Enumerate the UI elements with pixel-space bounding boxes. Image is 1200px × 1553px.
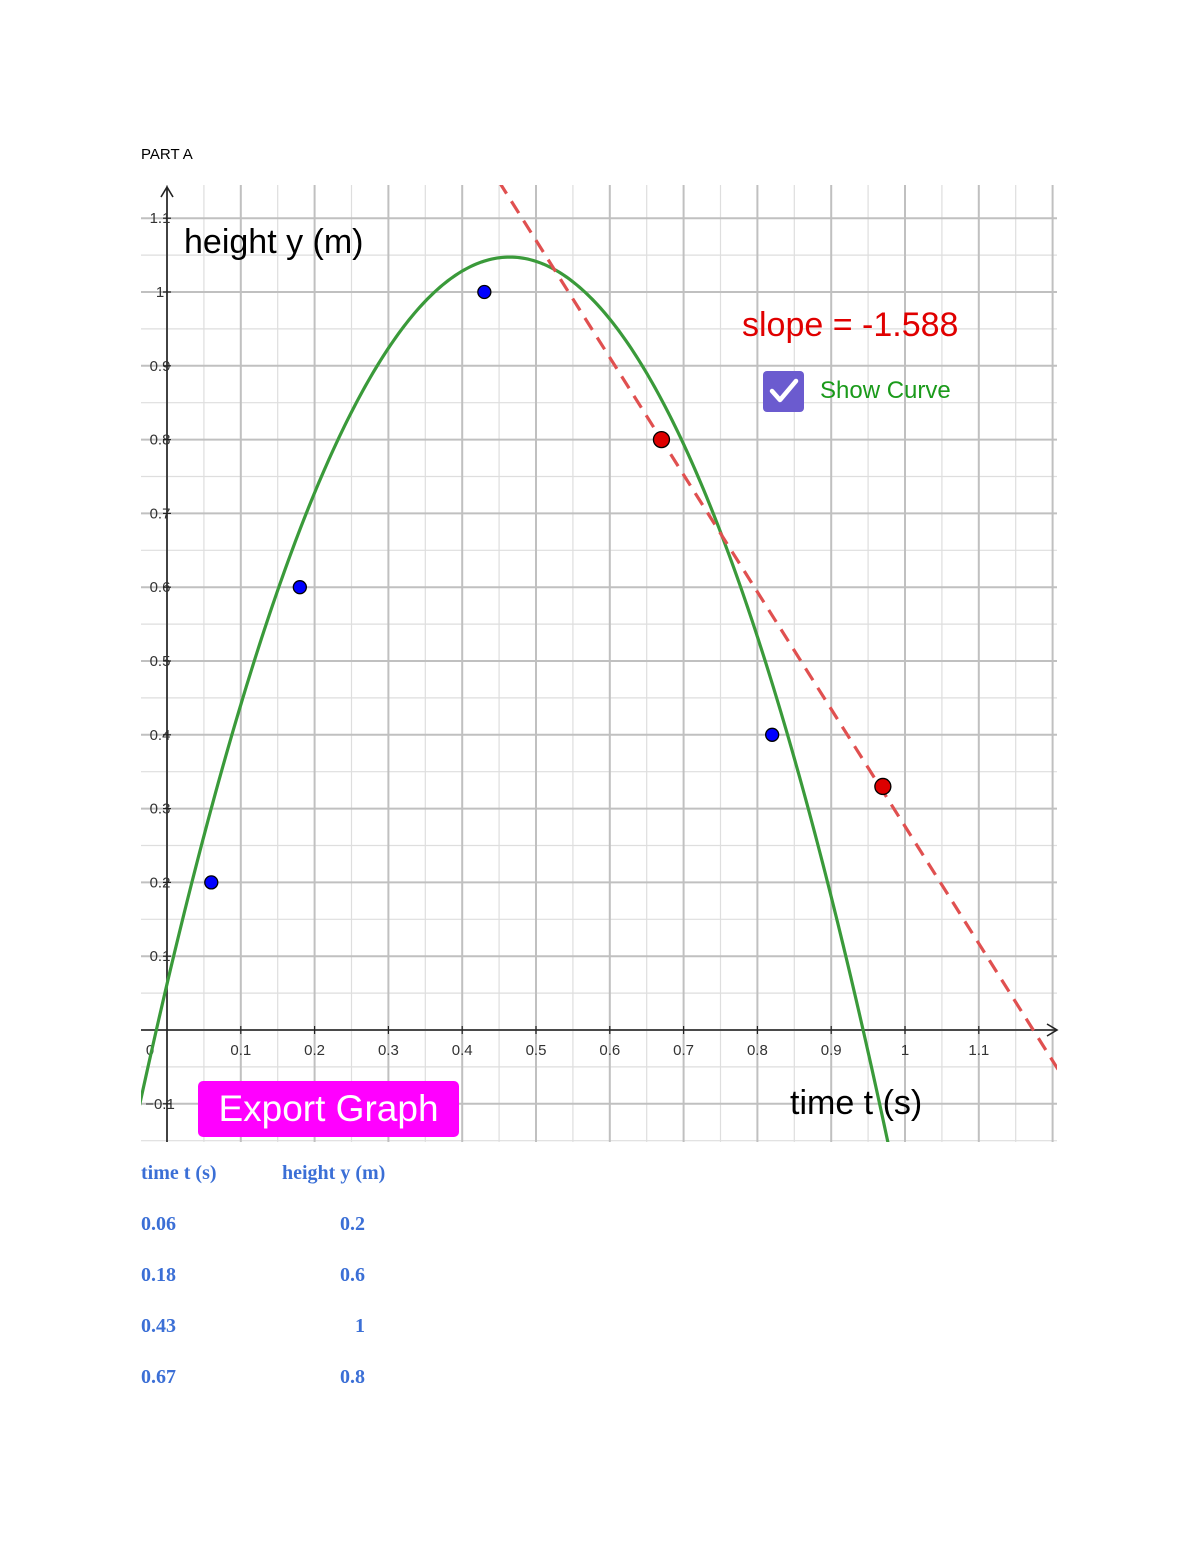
table-cell-time: 0.43 [141, 1315, 176, 1337]
data-point[interactable] [765, 727, 780, 742]
table-cell-height: 0.2 [340, 1213, 365, 1235]
y-axis-arrow-icon [160, 185, 174, 198]
table-cell-time: 0.06 [141, 1213, 176, 1235]
table-cell-height: 1 [355, 1315, 365, 1337]
y-tick-label: −0.1 [145, 1096, 175, 1113]
table-row: 0.67 0.8 [141, 1366, 365, 1396]
y-tick-label: 0.4 [150, 727, 171, 744]
y-tick-label: 0.1 [150, 948, 171, 965]
show-curve-checkbox[interactable]: Show Curve [763, 370, 951, 412]
table-header-row: time t (s) height y (m) [141, 1162, 441, 1192]
table-cell-time: 0.18 [141, 1264, 176, 1286]
export-graph-button[interactable]: Export Graph [198, 1081, 459, 1137]
tangent-point[interactable] [874, 777, 892, 796]
x-tick-label: 0.5 [526, 1042, 547, 1059]
y-tick-label: 1.1 [150, 210, 171, 227]
x-tick-label: 1.1 [968, 1042, 989, 1059]
table-row: 0.18 0.6 [141, 1264, 365, 1294]
fit-curve [141, 255, 890, 1142]
y-tick-label: 0.5 [150, 653, 171, 670]
data-points[interactable] [204, 284, 892, 890]
table-row: 0.43 1 [141, 1315, 365, 1345]
y-tick-label: 0.2 [150, 874, 171, 891]
slope-readout: slope = -1.588 [742, 306, 958, 344]
tangent-point[interactable] [652, 430, 671, 449]
y-tick-label: 0.9 [150, 358, 171, 375]
table-cell-height: 0.6 [340, 1264, 365, 1286]
section-label: PART A [141, 146, 193, 163]
data-point[interactable] [204, 875, 219, 890]
x-tick-label: 0.6 [599, 1042, 620, 1059]
y-tick-label: 0.3 [150, 801, 171, 818]
data-point[interactable] [292, 580, 307, 595]
table-row: 0.06 0.2 [141, 1213, 365, 1243]
checkmark-icon [769, 378, 798, 403]
x-tick-label: 0.4 [452, 1042, 473, 1059]
x-tick-label: 0.3 [378, 1042, 399, 1059]
table-cell-height: 0.8 [340, 1366, 365, 1388]
x-tick-label: 0.2 [304, 1042, 325, 1059]
x-tick-label: 0.8 [747, 1042, 768, 1059]
data-point[interactable] [477, 284, 492, 300]
table-header-height: height y (m) [282, 1162, 386, 1184]
x-axis-arrow-icon [1046, 1023, 1059, 1037]
checkbox-box[interactable] [763, 370, 804, 412]
x-tick-label: 0.1 [230, 1042, 251, 1059]
y-tick-label: 1 [156, 284, 164, 301]
x-tick-label: 0.9 [821, 1042, 842, 1059]
x-tick-label: 0.7 [673, 1042, 694, 1059]
y-tick-label: 0.8 [150, 432, 171, 449]
show-curve-label: Show Curve [820, 377, 951, 404]
tick-labels: 0 0.1 0.2 0.3 0.4 0.5 0.6 0.7 0.8 0.9 1 1.1 −0.1 0.1 0… [145, 210, 989, 1113]
table-cell-time: 0.67 [141, 1366, 176, 1388]
tangent-line [499, 185, 1057, 1071]
y-axis-label: height y (m) [184, 223, 364, 261]
x-tick-label: 0 [146, 1042, 154, 1059]
table-header-time: time t (s) [141, 1162, 217, 1184]
x-axis-label: time t (s) [790, 1084, 922, 1122]
y-tick-label: 0.6 [150, 579, 171, 596]
x-tick-label: 1 [901, 1042, 909, 1059]
y-tick-label: 0.7 [150, 505, 171, 522]
